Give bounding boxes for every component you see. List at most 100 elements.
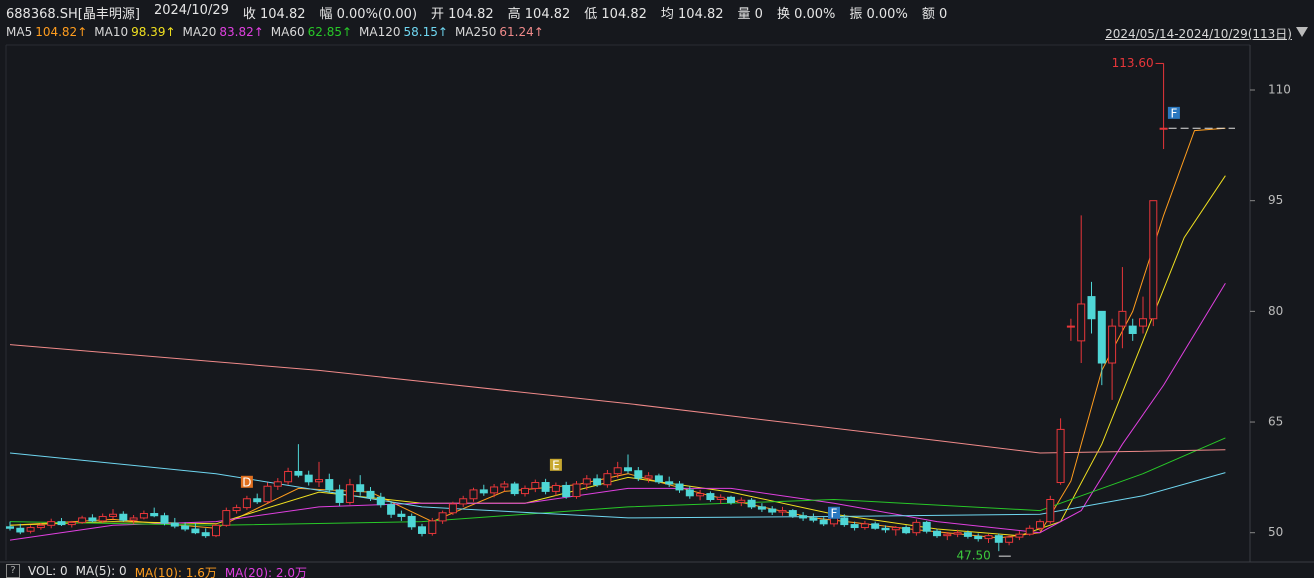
- candle-body: [551, 484, 560, 492]
- candle-body: [510, 483, 519, 495]
- ma-entry: MA60 62.85↑: [271, 25, 352, 41]
- help-icon[interactable]: ?: [6, 564, 20, 578]
- candle-body: [57, 521, 66, 526]
- candle-body: [387, 504, 396, 515]
- candle-body: [1025, 527, 1034, 535]
- candle-body: [850, 524, 859, 529]
- candle-body: [768, 508, 777, 513]
- candle-body: [418, 526, 426, 534]
- candle-body: [273, 481, 282, 487]
- candle-body: [222, 510, 231, 526]
- ma-name: MA10: [94, 25, 129, 39]
- candle-body: [1036, 521, 1044, 529]
- ma-entry: MA10 98.39↑: [94, 25, 175, 41]
- candle-body: [119, 513, 128, 521]
- candle-body: [809, 517, 818, 521]
- candle-body: [1087, 296, 1096, 320]
- candle-body: [696, 493, 705, 497]
- candle-body: [407, 515, 416, 528]
- event-marker: [828, 506, 840, 519]
- candle-body: [541, 482, 550, 492]
- candle-body: [757, 506, 766, 510]
- ma-legend: MA5 104.82↑ MA10 98.39↑ MA20 83.82↑ MA60 62.85↑…: [6, 25, 544, 41]
- candle-body: [1056, 428, 1065, 484]
- candle-body: [634, 470, 643, 479]
- candle-body: [212, 524, 220, 537]
- candle-body: [840, 517, 849, 526]
- candle-body: [26, 527, 35, 532]
- candle-body: [562, 484, 571, 498]
- candle-body: [1046, 498, 1055, 523]
- candle-body: [304, 474, 313, 483]
- candle-body: [191, 528, 200, 534]
- candle-body: [716, 496, 725, 500]
- header-item: 收 104.82: [242, 7, 306, 22]
- candle-body: [325, 479, 334, 491]
- header-item: 量 0: [737, 7, 763, 22]
- y-tick-label: 110: [1268, 83, 1291, 97]
- candle-body: [428, 520, 437, 534]
- candle-body: [67, 521, 76, 526]
- candle-body: [1066, 325, 1075, 328]
- candle-body: [201, 532, 210, 537]
- candle-body: [1077, 303, 1086, 342]
- header-item: 换 0.00%: [776, 7, 836, 22]
- ma-line: [9, 344, 1226, 454]
- candle-body: [345, 484, 354, 503]
- candle-body: [572, 483, 581, 498]
- ma-name: MA120: [359, 25, 401, 39]
- ma-entry: MA20 83.82↑: [183, 25, 264, 41]
- candle-body: [366, 490, 375, 498]
- ma-name: MA250: [454, 25, 497, 39]
- ma-entry: MA120 58.15↑: [359, 25, 448, 41]
- candle-body: [943, 533, 952, 537]
- candle-body: [871, 523, 880, 529]
- candle-body: [531, 482, 540, 489]
- header-item: 688368.SH[晶丰明源]: [6, 7, 140, 22]
- header-item: 低 104.82: [584, 7, 647, 22]
- candle-body: [459, 498, 468, 505]
- volume-item: MA(10): 1.6万: [134, 566, 217, 578]
- candle-body: [1149, 200, 1158, 320]
- ma-value: 83.82↑: [219, 25, 264, 39]
- candle-body: [500, 483, 509, 488]
- ma-value: 58.15↑: [403, 25, 448, 39]
- candle-body: [170, 522, 179, 527]
- header-item: 振 0.00%: [849, 7, 908, 22]
- candle-body: [654, 475, 663, 483]
- candle-body: [593, 478, 602, 486]
- candle-body: [150, 513, 159, 517]
- ma-value: 98.39↑: [131, 25, 176, 39]
- candle-body: [912, 521, 921, 534]
- candle-body: [1139, 318, 1147, 327]
- event-marker-label: F: [831, 506, 838, 520]
- ma-line: [9, 175, 1226, 537]
- candle-body: [665, 481, 674, 485]
- candle-body: [448, 503, 457, 514]
- candle-body: [685, 489, 694, 497]
- candle-body: [397, 513, 406, 517]
- range-dropdown[interactable]: [1296, 27, 1308, 37]
- event-marker-label: E: [552, 458, 560, 472]
- candle-body: [799, 515, 808, 519]
- ma-value: 61.24↑: [499, 25, 544, 39]
- candle-body: [521, 487, 529, 495]
- candle-body: [294, 470, 303, 476]
- ma-name: MA5: [6, 25, 33, 39]
- event-marker-label: F: [1170, 106, 1177, 120]
- candle-body: [747, 499, 756, 508]
- candle-body: [613, 467, 622, 475]
- header-item: 额 0: [921, 7, 948, 22]
- header-item: 开 104.82: [431, 7, 494, 22]
- candle-body: [263, 485, 272, 503]
- candle-body: [675, 483, 684, 491]
- volume-item: MA(20): 2.0万: [224, 566, 307, 578]
- candle-body: [284, 470, 293, 483]
- date-range[interactable]: 2024/05/14-2024/10/29(113日): [1105, 27, 1292, 41]
- candle-body: [953, 532, 962, 535]
- candle-body: [644, 475, 653, 479]
- candle-body: [819, 519, 828, 525]
- candle-body: [1128, 325, 1137, 334]
- ma-entry: MA5 104.82↑: [6, 25, 87, 41]
- candle-body: [860, 523, 869, 529]
